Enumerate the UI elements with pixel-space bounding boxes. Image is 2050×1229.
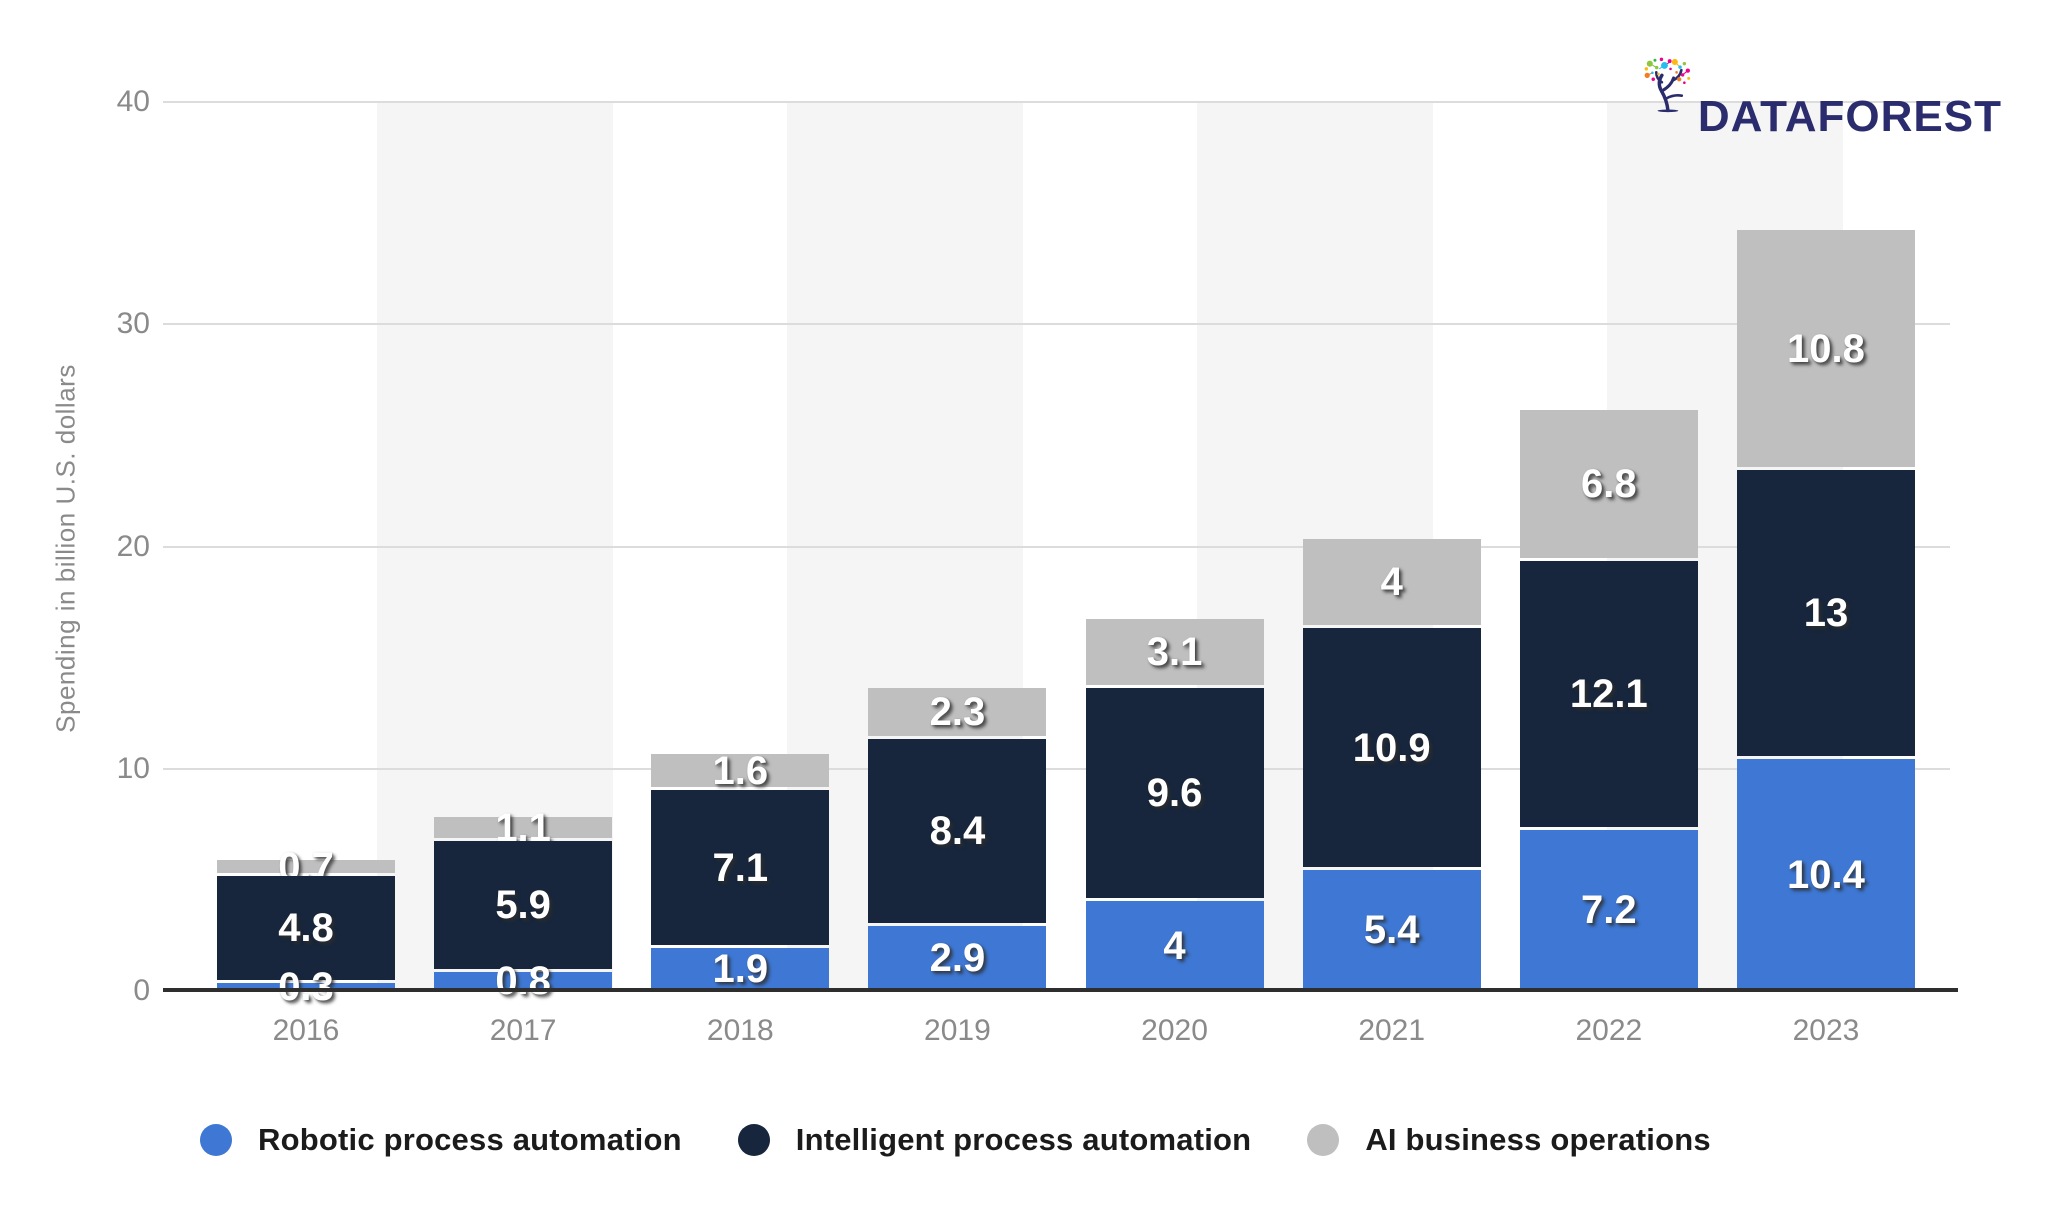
legend-label: AI business operations (1365, 1122, 1711, 1157)
gridline (163, 101, 1950, 103)
bar-value-label: 1.9 (712, 947, 769, 991)
bar-value-label: 12.1 (1569, 672, 1648, 716)
legend-dot-gray-icon (1307, 1124, 1340, 1156)
x-tick-label: 2017 (489, 1014, 557, 1047)
bar-value-label: 4 (1380, 560, 1403, 604)
bar-value-label: 7.1 (712, 845, 769, 890)
bar-segment-ai-business-operations[interactable]: 1.1 (434, 808, 613, 848)
y-tick-label: 20 (116, 530, 150, 563)
bar-value-label: 2.9 (929, 936, 986, 980)
y-axis-title: Spending in billion U.S. dollars (50, 364, 81, 733)
x-tick-label: 2022 (1575, 1014, 1643, 1047)
legend-dot-navy-icon (737, 1124, 770, 1156)
x-tick-label: 2023 (1792, 1014, 1860, 1047)
bar-segment-robotic-process-automation[interactable]: 7.2 (1519, 830, 1698, 990)
legend-item-robotic-process-automation[interactable]: Robotic process automation (200, 1122, 682, 1158)
bar-value-label: 1.6 (712, 748, 769, 793)
bar-segment-intelligent-process-automation[interactable]: 9.6 (1085, 688, 1264, 898)
bar-segment-robotic-process-automation[interactable]: 2.9 (868, 926, 1047, 990)
y-tick-label: 30 (116, 307, 150, 340)
gridline (163, 323, 1950, 325)
bar-2020[interactable]: 3.1 9.6 4 (1085, 619, 1264, 990)
bar-segment-intelligent-process-automation[interactable]: 4.8 (217, 876, 395, 980)
legend-item-ai-business-operations[interactable]: AI business operations (1307, 1122, 1711, 1158)
bar-value-label: 6.8 (1581, 462, 1637, 506)
bar-segment-ai-business-operations[interactable]: 4 (1302, 539, 1481, 625)
legend: Robotic process automation Intelligent p… (200, 1122, 1711, 1158)
bar-value-label: 3.1 (1146, 630, 1203, 674)
bar-segment-ai-business-operations[interactable]: 2.3 (868, 688, 1047, 736)
bar-segment-intelligent-process-automation[interactable]: 5.9 (434, 841, 613, 969)
bar-2022[interactable]: 6.8 12.1 7.2 (1519, 410, 1698, 990)
bar-segment-robotic-process-automation[interactable]: 10.4 (1736, 759, 1915, 990)
bar-segment-ai-business-operations[interactable]: 1.6 (651, 751, 830, 791)
dataforest-tree-icon (1644, 57, 1691, 113)
bar-value-label: 10.8 (1787, 326, 1865, 371)
bar-2018[interactable]: 1.6 7.1 1.9 (651, 751, 830, 991)
x-tick-label: 2018 (706, 1014, 774, 1047)
bar-segment-intelligent-process-automation[interactable]: 12.1 (1519, 561, 1698, 827)
bar-segment-ai-business-operations[interactable]: 10.8 (1736, 230, 1915, 467)
bar-2019[interactable]: 2.3 8.4 2.9 (868, 688, 1047, 990)
gridline (163, 546, 1950, 548)
legend-dot-blue-icon (200, 1124, 232, 1156)
bar-value-label: 10.9 (1352, 725, 1431, 770)
bar-value-label: 13 (1803, 591, 1849, 635)
x-tick-label: 2016 (272, 1014, 340, 1047)
bar-segment-ai-business-operations[interactable]: 0.7 (217, 847, 395, 887)
legend-item-intelligent-process-automation[interactable]: Intelligent process automation (737, 1122, 1252, 1158)
bar-segment-intelligent-process-automation[interactable]: 13 (1736, 470, 1915, 756)
bar-segment-intelligent-process-automation[interactable]: 7.1 (651, 790, 830, 945)
bar-segment-ai-business-operations[interactable]: 3.1 (1085, 619, 1264, 685)
bar-value-label: 4.8 (278, 906, 334, 950)
x-tick-label: 2021 (1358, 1014, 1426, 1047)
bar-value-label: 2.3 (929, 690, 986, 734)
legend-label: Intelligent process automation (795, 1122, 1252, 1157)
bar-segment-ai-business-operations[interactable]: 6.8 (1519, 410, 1698, 558)
bar-value-label: 8.4 (929, 809, 986, 853)
gridline (163, 768, 1950, 770)
dataforest-logo-text: DATAFOREST (1697, 92, 2002, 141)
y-tick-label: 40 (116, 85, 150, 118)
bar-value-label: 10.4 (1787, 852, 1865, 897)
x-tick-label: 2019 (924, 1014, 991, 1047)
y-tick-label: 0 (133, 974, 150, 1007)
x-axis-line (163, 988, 1958, 992)
dataforest-logo: DATAFOREST (1642, 18, 2002, 148)
bar-value-label: 5.4 (1363, 908, 1420, 952)
x-tick-label: 2020 (1141, 1014, 1208, 1047)
bar-segment-robotic-process-automation[interactable]: 4 (1085, 901, 1264, 990)
bar-value-label: 9.6 (1146, 771, 1203, 815)
bar-value-label: 7.2 (1581, 888, 1637, 932)
bar-value-label: 4 (1163, 923, 1186, 968)
bar-2016[interactable]: 0.7 4.8 0.3 (217, 847, 395, 1007)
bar-value-label: 5.9 (495, 883, 551, 927)
bar-segment-robotic-process-automation[interactable]: 5.4 (1302, 870, 1481, 990)
bar-2023[interactable]: 10.8 13 10.4 (1736, 230, 1915, 990)
bar-2017[interactable]: 1.1 5.9 0.8 (434, 808, 613, 1001)
y-tick-label: 10 (116, 752, 150, 785)
legend-label: Robotic process automation (258, 1122, 682, 1157)
bar-segment-robotic-process-automation[interactable]: 1.9 (651, 947, 830, 991)
bar-2021[interactable]: 4 10.9 5.4 (1302, 539, 1481, 990)
bar-segment-intelligent-process-automation[interactable]: 8.4 (868, 739, 1047, 923)
bar-segment-intelligent-process-automation[interactable]: 10.9 (1302, 628, 1481, 867)
background-stripe (377, 101, 613, 988)
